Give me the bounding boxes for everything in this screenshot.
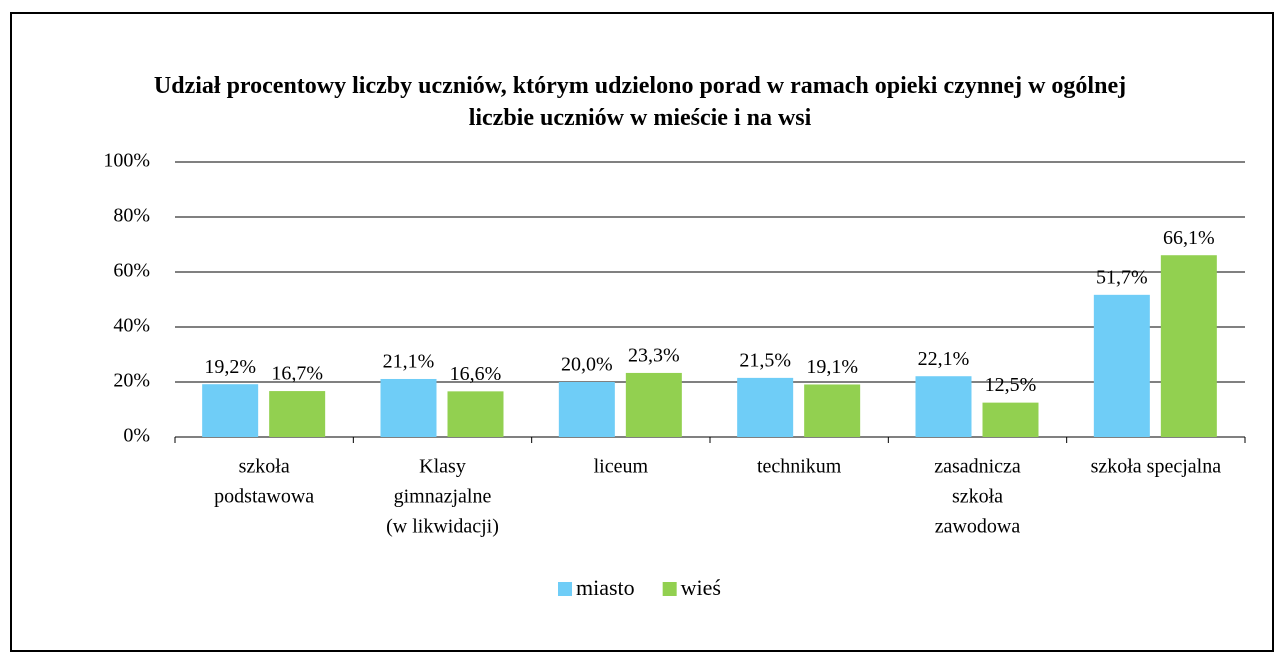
x-tick-label: zasadnicza xyxy=(934,456,1021,478)
y-tick-label: 0% xyxy=(123,425,150,447)
y-tick-label: 60% xyxy=(113,260,150,282)
y-tick-label: 40% xyxy=(113,315,150,337)
bar xyxy=(380,378,437,437)
bar xyxy=(915,376,972,437)
legend-swatch xyxy=(558,582,572,596)
x-tick-label: gimnazjalne xyxy=(394,486,492,508)
data-label: 19,2% xyxy=(204,356,256,378)
x-tick-label: zawodowa xyxy=(935,516,1021,538)
x-tick-label: technikum xyxy=(757,456,842,478)
x-tick-label: szkoła xyxy=(239,456,290,478)
data-label: 66,1% xyxy=(1163,227,1215,249)
bar xyxy=(625,372,682,437)
x-tick-label: szkoła specjalna xyxy=(1091,456,1222,478)
bar xyxy=(804,384,861,437)
chart-title: Udział procentowy liczby uczniów, którym… xyxy=(153,73,1127,131)
bar xyxy=(982,402,1039,437)
x-tick-label: liceum xyxy=(594,456,649,478)
bar xyxy=(1160,255,1217,437)
x-tick-label: podstawowa xyxy=(214,486,314,508)
data-label: 21,1% xyxy=(383,351,435,373)
data-label: 19,1% xyxy=(806,356,858,378)
data-label: 23,3% xyxy=(628,345,680,367)
bar xyxy=(1093,294,1150,437)
y-tick-label: 20% xyxy=(113,370,150,392)
legend-swatch xyxy=(662,582,677,596)
page: {"chart_data": {"type": "bar", "title": … xyxy=(10,12,1274,652)
x-tick-label: szkoła xyxy=(952,486,1003,508)
data-label: 16,6% xyxy=(450,363,502,385)
legend-label: miasto xyxy=(576,575,635,600)
y-tick-label: 80% xyxy=(113,205,150,227)
bar xyxy=(737,377,794,437)
legend-label: wieś xyxy=(681,575,721,600)
data-label: 20,0% xyxy=(561,354,613,376)
data-label: 16,7% xyxy=(271,363,323,385)
data-label: 22,1% xyxy=(918,348,970,370)
bar xyxy=(447,391,504,437)
chart: 0% 20% 40% 60% 80% 100% szkoła podstawowa 19,2% 1… xyxy=(103,150,1246,600)
bar xyxy=(558,382,615,437)
y-tick-label: 100% xyxy=(103,150,150,172)
x-tick-label: (w likwidacji) xyxy=(386,516,499,538)
bar xyxy=(202,384,259,437)
data-label: 51,7% xyxy=(1096,266,1148,288)
bar xyxy=(269,391,326,437)
x-tick-label: Klasy xyxy=(419,456,466,478)
data-label: 12,5% xyxy=(985,374,1037,396)
data-label: 21,5% xyxy=(739,349,791,371)
